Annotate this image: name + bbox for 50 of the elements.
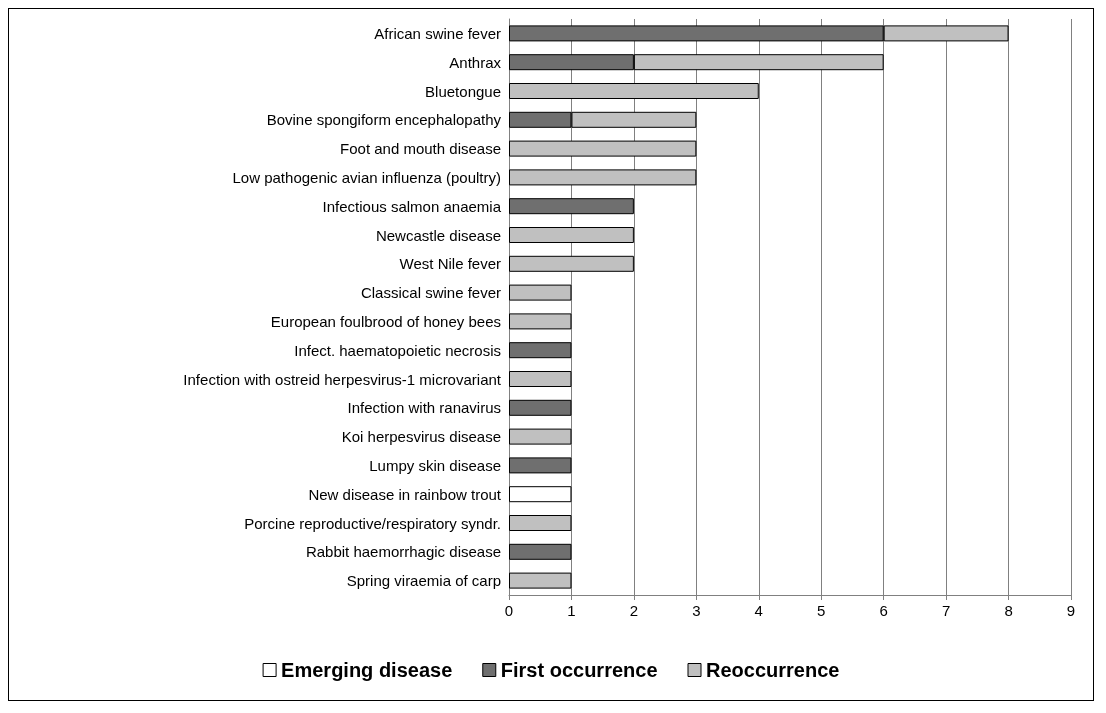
y-tick-label: Infectious salmon anaemia xyxy=(322,197,502,215)
y-tick-label: Newcastle disease xyxy=(375,226,501,244)
y-tick-label: European foulbrood of honey bees xyxy=(270,312,501,330)
bar xyxy=(509,313,572,330)
bar xyxy=(509,486,572,503)
x-tick-label: 1 xyxy=(567,602,576,619)
bar xyxy=(509,399,572,416)
y-tick-label: Bluetongue xyxy=(425,82,501,100)
bar xyxy=(509,255,634,272)
legend-label: First occurrence xyxy=(500,659,658,681)
x-tick-label: 6 xyxy=(879,602,888,619)
bar xyxy=(509,227,634,243)
x-tick-label: 8 xyxy=(1004,602,1013,619)
bar xyxy=(509,83,759,99)
bar xyxy=(509,371,572,387)
y-tick-label: Spring viraemia of carp xyxy=(346,572,501,590)
x-tick-label: 7 xyxy=(941,602,951,619)
x-tick-label: 2 xyxy=(629,602,639,619)
y-tick-label: Rabbit haemorrhagic disease xyxy=(305,543,501,561)
x-tick-label: 0 xyxy=(504,602,514,619)
bar xyxy=(509,543,572,560)
y-tick-label: Lumpy skin disease xyxy=(369,456,501,474)
y-tick-label: Koi herpesvirus disease xyxy=(341,428,501,446)
y-tick-label: Foot and mouth disease xyxy=(340,140,501,158)
y-tick-label: Infection with ranavirus xyxy=(347,399,501,417)
y-tick-label: New disease in rainbow trout xyxy=(308,485,502,503)
y-tick-label: Bovine spongiform encephalopathy xyxy=(266,111,502,129)
x-tick-label: 9 xyxy=(1066,602,1076,619)
legend-label: Emerging disease xyxy=(281,659,453,681)
x-tick-label: 3 xyxy=(692,602,701,619)
x-tick-label: 5 xyxy=(817,602,826,619)
x-tick-label: 4 xyxy=(754,602,763,619)
bar xyxy=(509,457,572,474)
y-tick-label: Infect. haematopoietic necrosis xyxy=(294,341,501,359)
y-tick-label: West Nile fever xyxy=(399,255,501,273)
bar xyxy=(509,515,572,531)
bar xyxy=(509,428,572,445)
bar xyxy=(509,140,697,157)
y-tick-label: Anthrax xyxy=(449,53,502,71)
bar xyxy=(509,169,697,186)
legend-label: Reoccurrence xyxy=(706,659,840,681)
bar xyxy=(509,342,572,359)
y-tick-label: Porcine reproductive/respiratory syndr. xyxy=(244,514,501,532)
bar xyxy=(509,284,572,301)
bar xyxy=(509,198,634,215)
y-tick-label: Classical swine fever xyxy=(360,284,501,302)
y-tick-label: Infection with ostreid herpesvirus-1 microvariant xyxy=(183,370,502,388)
y-tick-label: Low pathogenic avian influenza (poultry) xyxy=(232,168,501,186)
y-tick-label: African swine fever xyxy=(374,24,501,42)
bar xyxy=(509,572,572,589)
